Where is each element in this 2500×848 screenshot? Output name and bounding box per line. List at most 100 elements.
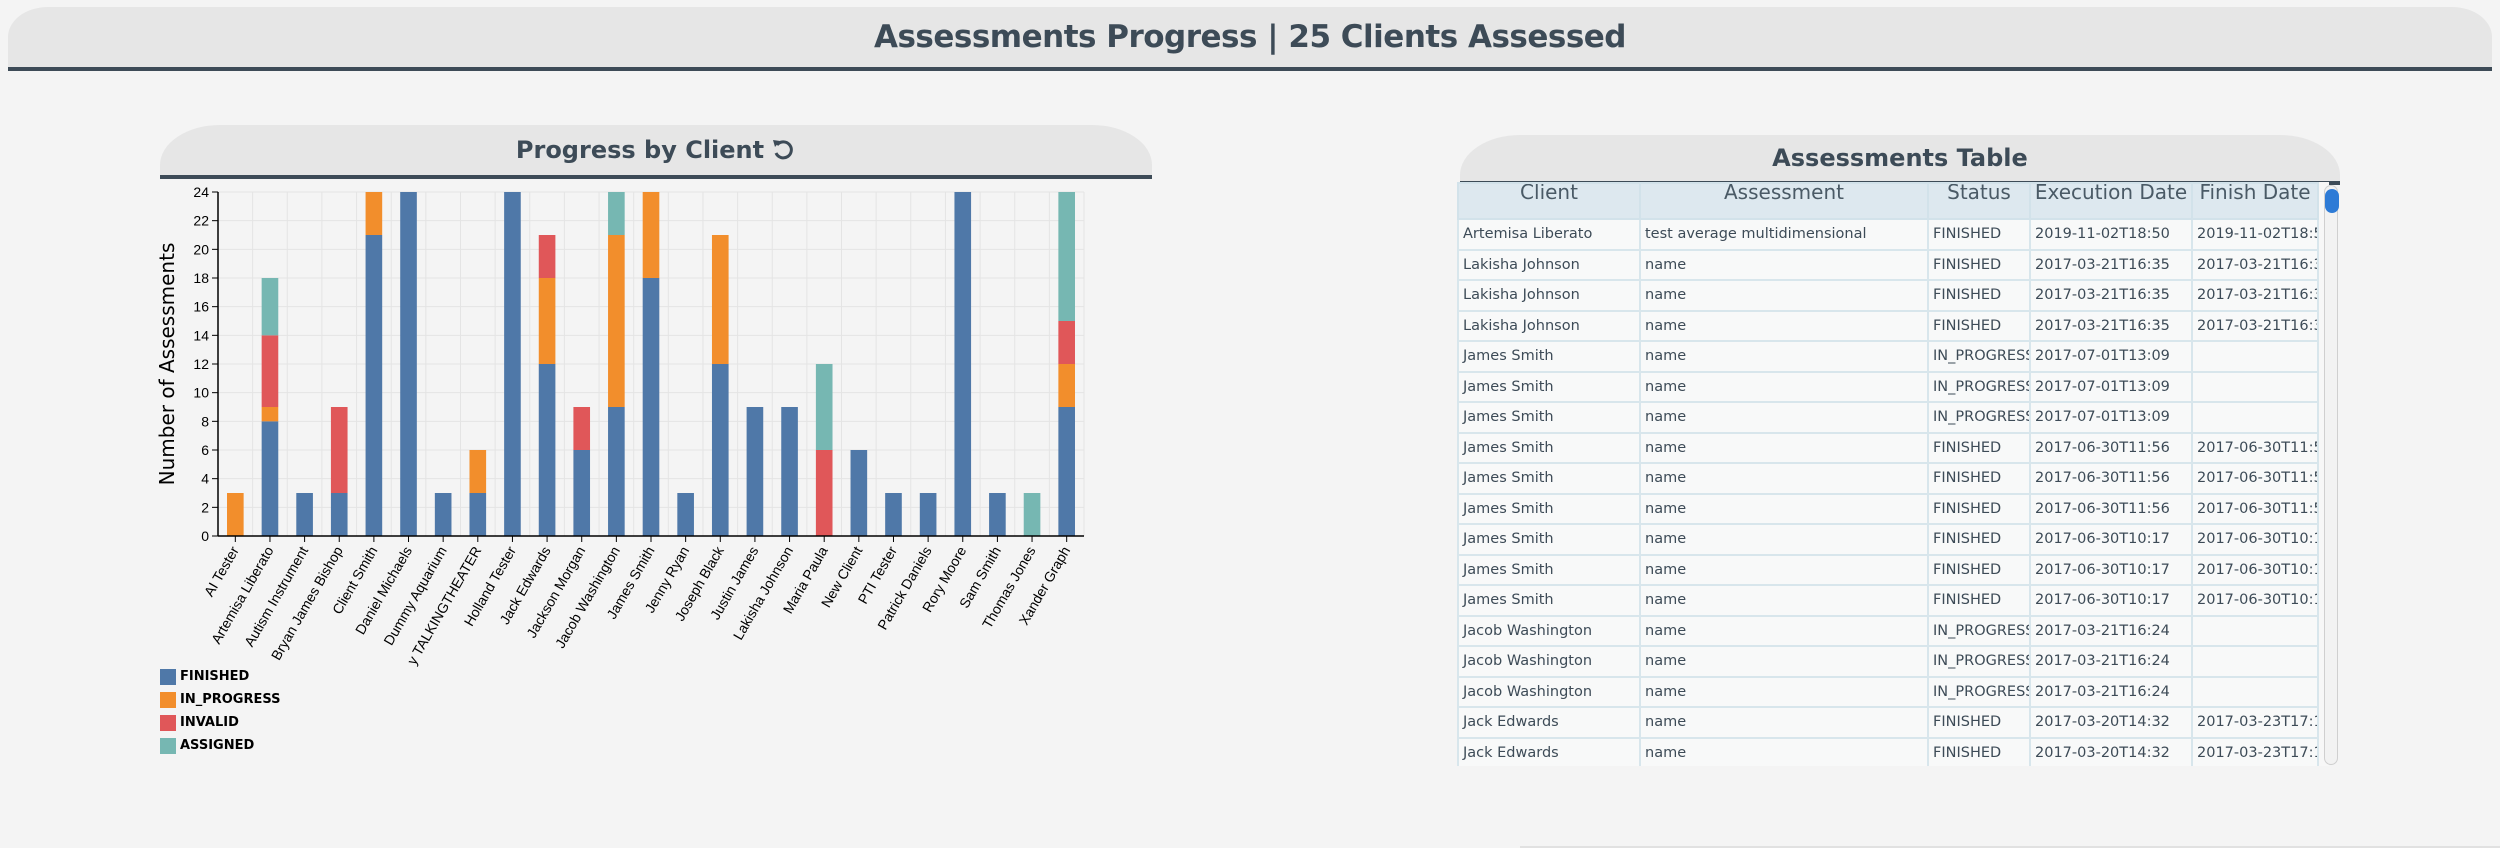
y-tick-label: 24 — [193, 184, 209, 200]
column-header[interactable]: Client — [1457, 182, 1641, 220]
table-scrollbar-thumb[interactable] — [2325, 189, 2339, 213]
table-cell: IN_PROGRESS — [1927, 401, 2031, 434]
column-header[interactable]: Execution Date — [2029, 182, 2193, 220]
table-cell: name — [1639, 248, 1929, 281]
table-cell: name — [1639, 706, 1929, 739]
bar-segment — [919, 493, 937, 536]
column-header[interactable]: Assessment — [1639, 182, 1929, 220]
bar-segment — [1058, 407, 1075, 536]
legend-item: IN_PROGRESS — [160, 688, 281, 711]
table-cell: IN_PROGRESS — [1927, 340, 2031, 373]
bar-segment — [573, 450, 591, 536]
table-row[interactable]: Lakisha Johnson name FINISHED 2017-03-21T16… — [1457, 309, 2319, 342]
table-cell: 2017-07-01T13:09 — [2029, 370, 2193, 403]
table-cell — [2191, 645, 2319, 678]
table-cell: name — [1639, 492, 1929, 525]
table-cell: 2017-07-01T13:09 — [2029, 340, 2193, 373]
table-cell: IN_PROGRESS — [1927, 645, 2031, 678]
table-panel-header: Assessments Table — [1460, 135, 2340, 185]
bar-segment — [642, 192, 660, 278]
table-row[interactable]: James Smith name FINISHED 2017-06-30T10:17 2… — [1457, 584, 2319, 617]
table-cell: Lakisha Johnson — [1457, 248, 1641, 281]
y-tick-label: 20 — [193, 241, 209, 257]
bar-segment — [573, 407, 591, 450]
y-tick-label: 6 — [201, 442, 209, 458]
table-row[interactable]: Artemisa Liberato test average multidimen… — [1457, 218, 2319, 251]
table-row[interactable]: Jacob Washington name IN_PROGRESS 2017-03-2… — [1457, 645, 2319, 678]
column-header[interactable]: Status — [1927, 182, 2031, 220]
legend-label: ASSIGNED — [180, 738, 255, 753]
bar-segment — [954, 192, 972, 536]
y-tick-label: 14 — [193, 327, 209, 343]
table-cell: IN_PROGRESS — [1927, 370, 2031, 403]
column-header[interactable]: Finish Date — [2191, 182, 2319, 220]
table-cell: Jack Edwards — [1457, 706, 1641, 739]
bar-segment — [469, 493, 487, 536]
table-cell: FINISHED — [1927, 584, 2031, 617]
y-tick-label: 16 — [193, 299, 209, 315]
table-row[interactable]: Lakisha Johnson name FINISHED 2017-03-21T16… — [1457, 248, 2319, 281]
bar-segment — [365, 192, 383, 235]
y-tick-label: 4 — [201, 471, 209, 487]
table-cell: Jacob Washington — [1457, 645, 1641, 678]
table-cell: 2017-06-30T10:18 — [2191, 523, 2319, 556]
bar-segment — [746, 407, 764, 536]
table-cell: test average multidimensional — [1639, 218, 1929, 251]
table-cell: FINISHED — [1927, 309, 2031, 342]
table-cell: 2017-03-21T16:24 — [2029, 645, 2193, 678]
table-cell: Jacob Washington — [1457, 614, 1641, 647]
bar-segment — [608, 407, 625, 536]
table-cell: 2017-06-30T11:57 — [2191, 492, 2319, 525]
table-row[interactable]: James Smith name FINISHED 2017-06-30T11:56 2… — [1457, 431, 2319, 464]
table-cell — [2191, 370, 2319, 403]
legend-swatch — [160, 714, 176, 731]
legend-label: FINISHED — [180, 669, 250, 684]
table-cell: 2017-06-30T10:17 — [2029, 553, 2193, 586]
table-cell — [2191, 340, 2319, 373]
table-row[interactable]: Jacob Washington name IN_PROGRESS 2017-03-2… — [1457, 614, 2319, 647]
table-row[interactable]: James Smith name FINISHED 2017-06-30T10:17 2… — [1457, 523, 2319, 556]
table-row[interactable]: James Smith name FINISHED 2017-06-30T11:56 2… — [1457, 492, 2319, 525]
table-row[interactable]: Jack Edwards name FINISHED 2017-03-20T14:32… — [1457, 706, 2319, 739]
table-cell: FINISHED — [1927, 553, 2031, 586]
table-cell: Lakisha Johnson — [1457, 279, 1641, 312]
legend-item: INVALID — [160, 711, 281, 734]
table-row[interactable]: James Smith name IN_PROGRESS 2017-07-01T13:… — [1457, 370, 2319, 403]
bar-segment — [677, 493, 694, 536]
bar-segment — [608, 235, 625, 407]
table-row[interactable]: James Smith name FINISHED 2017-06-30T10:17 2… — [1457, 553, 2319, 586]
bar-segment — [1058, 192, 1075, 321]
table-cell: 2017-03-21T16:35 — [2029, 248, 2193, 281]
table-cell: 2017-06-30T10:18 — [2191, 553, 2319, 586]
assessments-table: Client Assessment Status Execution Date Fini… — [1457, 182, 2319, 766]
table-row[interactable]: James Smith name IN_PROGRESS 2017-07-01T13:… — [1457, 340, 2319, 373]
table-cell: FINISHED — [1927, 431, 2031, 464]
bar-segment — [538, 235, 556, 278]
y-tick-label: 22 — [193, 213, 209, 229]
bar-segment — [400, 192, 417, 536]
table-row[interactable]: Jacob Washington name IN_PROGRESS 2017-03-2… — [1457, 675, 2319, 708]
table-row[interactable]: James Smith name IN_PROGRESS 2017-07-01T13:… — [1457, 401, 2319, 434]
table-cell: FINISHED — [1927, 492, 2031, 525]
table-row[interactable]: Jack Edwards name FINISHED 2017-03-20T14:32… — [1457, 736, 2319, 766]
bar-segment — [365, 235, 383, 536]
table-cell: name — [1639, 279, 1929, 312]
y-tick-label: 0 — [201, 528, 209, 544]
table-cell: FINISHED — [1927, 279, 2031, 312]
table-header-row: Client Assessment Status Execution Date Fini… — [1457, 182, 2319, 220]
refresh-icon[interactable] — [770, 137, 796, 163]
chart-panel-header: Progress by Client — [160, 125, 1152, 179]
table-cell: name — [1639, 462, 1929, 495]
page-title: Assessments Progress | 25 Clients Assess… — [873, 19, 1627, 55]
table-cell: Artemisa Liberato — [1457, 218, 1641, 251]
y-axis-label: Number of Assessments — [155, 243, 179, 486]
y-tick-label: 12 — [193, 356, 209, 372]
table-row[interactable]: James Smith name FINISHED 2017-06-30T11:56 2… — [1457, 462, 2319, 495]
table-row[interactable]: Lakisha Johnson name FINISHED 2017-03-21T16… — [1457, 279, 2319, 312]
table-cell: FINISHED — [1927, 462, 2031, 495]
table-cell: 2017-03-23T17:14 — [2191, 706, 2319, 739]
table-cell: 2017-06-30T10:17 — [2029, 584, 2193, 617]
table-cell: James Smith — [1457, 553, 1641, 586]
table-scrollbar[interactable] — [2324, 185, 2339, 765]
table-cell: 2017-03-21T16:36 — [2191, 279, 2319, 312]
